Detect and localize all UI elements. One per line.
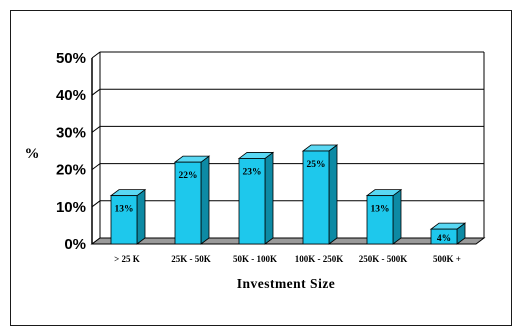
- data-label: 22%: [179, 171, 198, 181]
- bar: 22%: [173, 155, 211, 245]
- bar-side: [264, 151, 274, 245]
- bar-side: [328, 144, 338, 245]
- bar: 23%: [237, 151, 275, 245]
- y-tick-label: 40%: [56, 87, 86, 104]
- wall-tick: [91, 126, 101, 133]
- x-tick-label: 25K - 50K: [171, 254, 211, 264]
- bar-front: [366, 195, 394, 245]
- x-tick-labels: > 25 K 25K - 50K 50K - 100K 100K - 250K 250K…: [114, 254, 461, 264]
- wall-tick: [91, 51, 101, 59]
- bar-front: [174, 161, 202, 245]
- bar: 13%: [109, 188, 147, 245]
- y-axis-title: %: [25, 146, 40, 162]
- bar-front: [302, 150, 330, 245]
- axes: [90, 52, 486, 245]
- bar-side: [136, 188, 146, 245]
- bar-side: [392, 188, 402, 245]
- wall-tick: [91, 200, 101, 208]
- y-tick-label: 10%: [56, 199, 86, 216]
- y-tick-label: 20%: [56, 162, 86, 179]
- y-tick-label: 30%: [56, 124, 86, 141]
- data-label: 13%: [371, 205, 390, 215]
- bars: 13% 22% 23% 25% 13% 4%: [109, 144, 467, 245]
- x-axis-title: Investment Size: [237, 276, 336, 291]
- x-tick-label: > 25 K: [114, 254, 140, 264]
- chart-floor: [90, 237, 486, 245]
- bar-front: [238, 158, 266, 245]
- y-tick-label: 0%: [64, 236, 86, 253]
- y-tick-label: 50%: [56, 50, 86, 67]
- bar-front: [430, 228, 458, 245]
- bar: 4%: [429, 222, 467, 245]
- x-tick-label: 500K +: [433, 254, 461, 264]
- bar-side: [200, 155, 210, 245]
- wall-tick: [91, 163, 101, 171]
- gridlines: [91, 51, 484, 245]
- x-tick-label: 250K - 500K: [359, 254, 408, 264]
- data-label: 13%: [115, 205, 134, 215]
- bar: 13%: [365, 188, 403, 245]
- x-tick-label: 50K - 100K: [233, 254, 277, 264]
- y-tick-labels: 0% 10% 20% 30% 40% 50%: [56, 50, 86, 253]
- bar: 25%: [301, 144, 339, 245]
- data-label: 23%: [243, 167, 262, 177]
- data-label: 25%: [307, 160, 326, 170]
- x-tick-label: 100K - 250K: [295, 254, 344, 264]
- bar-front: [110, 195, 138, 245]
- wall-tick: [91, 88, 101, 96]
- data-label: 4%: [437, 234, 451, 244]
